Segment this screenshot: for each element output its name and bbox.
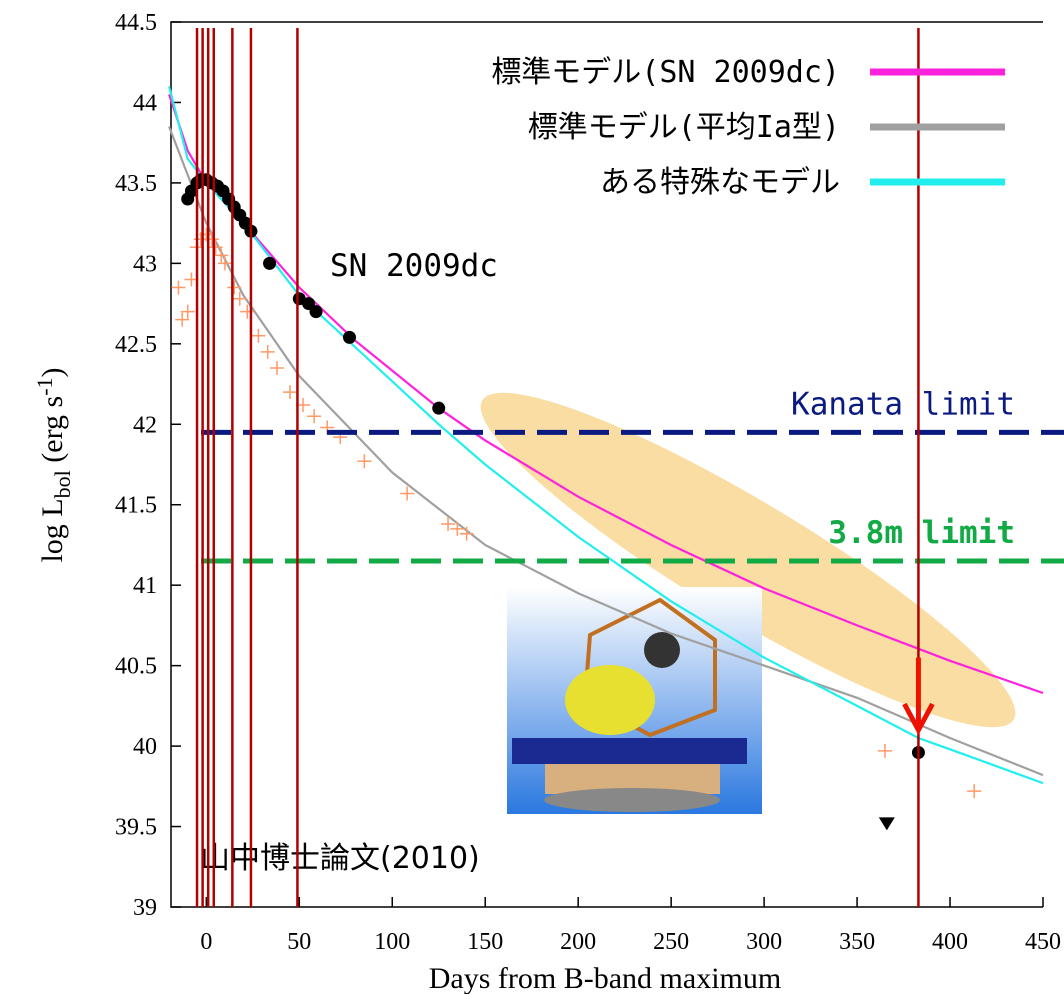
upper-limit xyxy=(879,817,895,830)
data-point xyxy=(270,361,284,375)
y-tick-label: 44 xyxy=(133,90,157,116)
data-point xyxy=(357,454,371,468)
y-axis-title-part: bol xyxy=(50,470,75,498)
y-tick-label: 42.5 xyxy=(115,332,157,358)
annotation: 山中博士論文(2010) xyxy=(200,841,480,876)
x-tick-label: 100 xyxy=(374,929,410,955)
annotation: SN 2009dc xyxy=(330,248,498,284)
y-axis-title-part: ) xyxy=(36,367,69,377)
y-tick-label: 42 xyxy=(133,412,157,438)
x-tick-label: 200 xyxy=(560,929,596,955)
data-point xyxy=(432,402,445,415)
chart: 39 39.5 40 40.5 41 41.5 42 42.5 43 43.5 44 44.5 0 50 1… xyxy=(0,0,1064,994)
data-point xyxy=(283,385,297,399)
data-point xyxy=(171,281,185,295)
limit-label: Kanata limit xyxy=(791,386,1015,422)
data-point xyxy=(878,744,892,758)
y-axis-title-part: -1 xyxy=(32,377,57,395)
y-axis-title-part: log L xyxy=(36,498,69,562)
data-point xyxy=(251,329,265,343)
x-tick-label: 350 xyxy=(839,929,875,955)
telescope-image xyxy=(507,587,762,814)
y-tick-label: 40 xyxy=(133,734,157,760)
y-tick-label: 41.5 xyxy=(115,493,157,519)
y-tick-label: 40.5 xyxy=(115,654,157,680)
data-point xyxy=(263,257,276,270)
x-tick-label: 400 xyxy=(932,929,968,955)
x-tick-label: 50 xyxy=(287,929,311,955)
data-point xyxy=(310,305,323,318)
data-point xyxy=(343,331,356,344)
legend-label: 標準モデル(SN 2009dc) xyxy=(491,55,840,90)
y-tick-label: 39.5 xyxy=(115,815,157,841)
data-point xyxy=(967,784,981,798)
y-tick-label: 44.5 xyxy=(115,10,157,36)
x-tick-label: 150 xyxy=(467,929,503,955)
x-tick-label: 450 xyxy=(1025,929,1061,955)
x-axis-title: Days from B-band maximum xyxy=(429,962,781,994)
legend-label: ある特殊なモデル xyxy=(600,165,840,200)
y-tick-label: 39 xyxy=(133,895,157,921)
x-tick-label: 300 xyxy=(746,929,782,955)
y-tick-label: 43 xyxy=(133,251,157,277)
y-tick-label: 43.5 xyxy=(115,171,157,197)
y-tick-label: 41 xyxy=(133,573,157,599)
y-axis-title-part: (erg s xyxy=(36,396,69,470)
limit-label: 3.8m limit xyxy=(828,515,1015,551)
y-axis-title: log Lbol (erg s-1) xyxy=(32,367,75,562)
data-point xyxy=(261,345,275,359)
legend-label: 標準モデル(平均Ia型) xyxy=(528,110,840,145)
x-tick-label: 250 xyxy=(653,929,689,955)
data-point xyxy=(307,409,321,423)
x-tick-label: 0 xyxy=(200,929,212,955)
